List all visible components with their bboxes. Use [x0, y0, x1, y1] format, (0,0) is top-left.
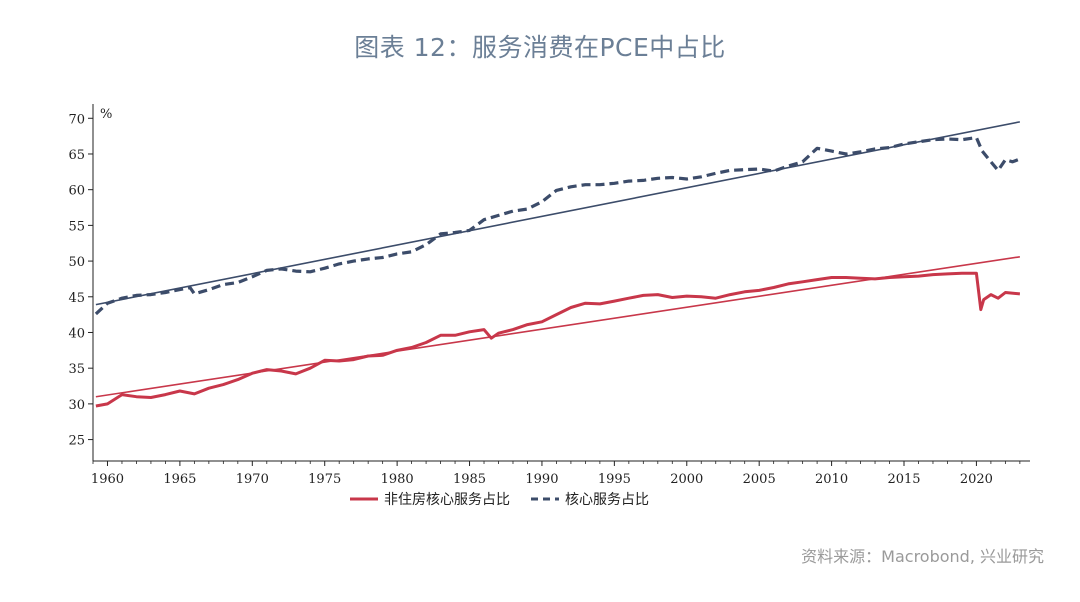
- source-note: 资料来源：Macrobond, 兴业研究: [801, 547, 1044, 566]
- chart-title: 图表 12：服务消费在PCE中占比: [354, 33, 726, 62]
- x-tick-label: 2015: [887, 472, 920, 487]
- x-tick-label: 2020: [960, 472, 993, 487]
- x-tick-label: 1990: [525, 472, 558, 487]
- x-tick-label: 2005: [743, 472, 776, 487]
- x-tick-label: 2010: [815, 472, 848, 487]
- x-tick-label: 1985: [453, 472, 486, 487]
- y-tick-label: 50: [68, 255, 85, 270]
- x-tick-label: 1995: [598, 472, 631, 487]
- x-tick-label: 2000: [670, 472, 703, 487]
- x-tick-label: 1975: [308, 472, 341, 487]
- trendlines: [95, 121, 1021, 398]
- y-tick-label: 40: [68, 326, 85, 341]
- legend-label-1: 非住房核心服务占比: [384, 492, 510, 508]
- legend-label-2: 核心服务占比: [565, 492, 649, 508]
- x-tick-label: 1960: [91, 472, 124, 487]
- series-line-1: [95, 271, 1021, 408]
- series-line-2: [94, 136, 1021, 316]
- y-tick-label: 60: [68, 184, 85, 199]
- x-tick-label: 1980: [381, 472, 414, 487]
- y-tick-label: 55: [68, 219, 85, 234]
- y-tick-label: 30: [68, 398, 85, 413]
- legend: 非住房核心服务占比 核心服务占比: [350, 492, 649, 508]
- trendline: [95, 121, 1021, 306]
- y-tick-label: 35: [68, 362, 85, 377]
- chart-axes: 25 30 35 40 45 50 55 60 65 70 % 1960 1965 1970 1975 198…: [68, 104, 1030, 487]
- y-axis-unit: %: [100, 107, 112, 122]
- x-tick-label: 1965: [163, 472, 196, 487]
- y-tick-label: 25: [68, 434, 85, 449]
- y-tick-label: 70: [68, 112, 85, 127]
- series-lines: [94, 136, 1021, 408]
- x-tick-label: 1970: [236, 472, 269, 487]
- y-tick-label: 65: [68, 148, 85, 163]
- y-tick-label: 45: [68, 291, 85, 306]
